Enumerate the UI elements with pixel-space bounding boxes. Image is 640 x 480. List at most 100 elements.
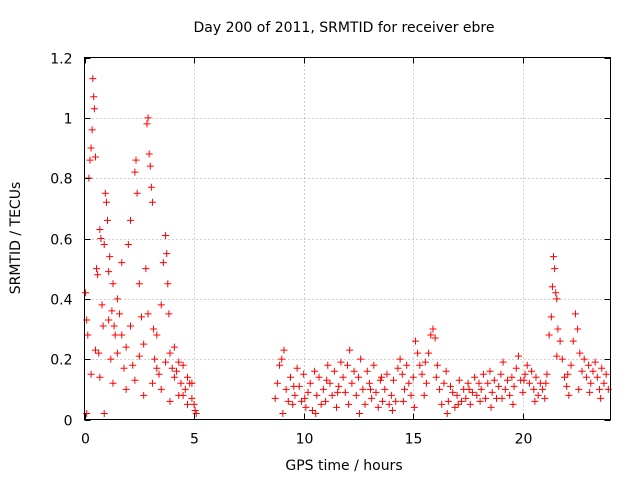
- data-point: [497, 370, 505, 378]
- data-point: [372, 388, 380, 396]
- data-point: [90, 105, 98, 113]
- data-point: [94, 271, 102, 279]
- data-point: [91, 153, 99, 161]
- data-point: [495, 382, 503, 390]
- data-point: [376, 376, 384, 384]
- data-point: [427, 331, 435, 339]
- y-axis-label: SRMTID / TECUs: [8, 182, 24, 295]
- data-point: [145, 150, 153, 158]
- data-point: [339, 373, 347, 381]
- data-point: [170, 343, 178, 351]
- data-point: [585, 361, 593, 369]
- data-point: [365, 379, 373, 387]
- data-point: [510, 382, 518, 390]
- data-point: [301, 394, 309, 402]
- data-point: [284, 397, 292, 405]
- data-point: [370, 361, 378, 369]
- data-point: [545, 331, 553, 339]
- axis-ticks: [84, 57, 611, 421]
- data-point: [146, 162, 154, 170]
- data-point: [289, 400, 297, 408]
- data-point: [509, 400, 517, 408]
- data-point: [416, 361, 424, 369]
- data-point: [88, 126, 96, 134]
- data-point: [129, 361, 137, 369]
- data-point: [86, 156, 94, 164]
- data-point: [131, 168, 139, 176]
- data-point: [591, 358, 599, 366]
- data-point: [422, 379, 430, 387]
- data-point: [593, 373, 601, 381]
- data-point: [116, 310, 124, 318]
- data-point: [344, 361, 351, 369]
- data-point: [482, 394, 490, 402]
- data-point: [484, 379, 492, 387]
- data-point: [575, 385, 583, 393]
- data-point: [487, 403, 495, 411]
- data-point: [297, 397, 305, 405]
- data-point: [144, 114, 152, 122]
- data-point: [109, 379, 117, 387]
- data-point: [273, 379, 281, 387]
- data-point: [175, 358, 183, 366]
- y-tick-label: 1: [64, 112, 73, 128]
- x-axis-label: GPS time / hours: [285, 458, 402, 474]
- data-point: [346, 346, 354, 354]
- data-point: [553, 352, 561, 360]
- data-point: [512, 364, 520, 372]
- data-point: [157, 301, 165, 309]
- data-point: [175, 391, 183, 399]
- data-point: [398, 370, 406, 378]
- data-point: [442, 367, 450, 375]
- data-point: [440, 379, 448, 387]
- data-point: [109, 280, 117, 288]
- data-point: [381, 385, 389, 393]
- data-point: [503, 376, 511, 384]
- data-point: [490, 376, 498, 384]
- data-point: [87, 370, 95, 378]
- data-point: [101, 189, 109, 197]
- data-point: [357, 355, 365, 363]
- y-tick-labels: 0 0.2 0.4 0.6 0.8 1 1.2: [50, 52, 72, 430]
- data-point: [168, 364, 176, 372]
- data-point: [153, 364, 161, 372]
- data-point: [421, 358, 429, 366]
- data-point: [578, 367, 586, 375]
- data-point: [449, 388, 457, 396]
- data-point: [564, 370, 572, 378]
- data-point: [547, 313, 555, 321]
- data-point: [100, 241, 108, 249]
- data-point: [387, 391, 395, 399]
- data-point: [282, 385, 290, 393]
- data-point: [110, 322, 118, 330]
- data-point: [191, 406, 199, 414]
- data-point: [368, 394, 376, 402]
- data-point: [466, 400, 474, 408]
- data-point: [385, 400, 393, 408]
- data-point: [464, 379, 472, 387]
- y-tick-label: 0: [64, 414, 73, 430]
- data-point: [306, 379, 314, 387]
- data-point: [315, 373, 323, 381]
- data-point: [84, 331, 92, 339]
- y-tick-label: 0.2: [50, 353, 72, 369]
- data-point: [589, 367, 597, 375]
- data-point: [98, 301, 106, 309]
- data-point: [542, 379, 550, 387]
- chart-title: Day 200 of 2011, SRMTID for receiver ebr…: [194, 20, 495, 36]
- data-point: [571, 310, 579, 318]
- data-point: [308, 406, 316, 414]
- data-point: [90, 93, 98, 101]
- data-point: [122, 343, 130, 351]
- data-point: [447, 382, 455, 390]
- data-point: [556, 337, 564, 345]
- data-point: [597, 394, 605, 402]
- data-point: [276, 361, 284, 369]
- x-tick-label: 10: [296, 432, 314, 448]
- data-point: [140, 340, 148, 348]
- data-point: [177, 379, 185, 387]
- data-point: [163, 250, 171, 258]
- data-point: [586, 388, 594, 396]
- data-point: [341, 388, 349, 396]
- data-point: [279, 409, 287, 417]
